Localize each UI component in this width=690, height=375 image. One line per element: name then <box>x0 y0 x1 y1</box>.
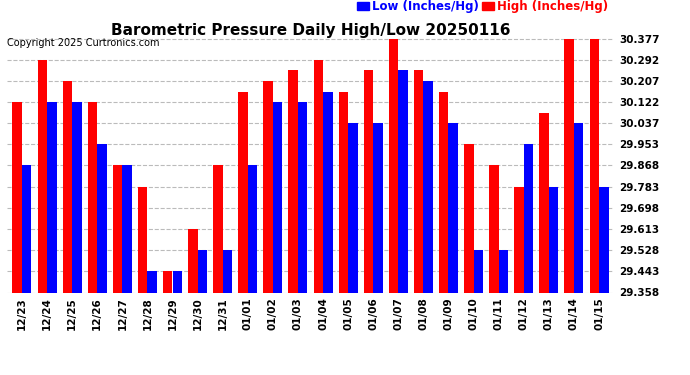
Bar <box>313 60 323 292</box>
Bar <box>323 92 333 292</box>
Bar <box>564 39 574 292</box>
Bar <box>163 272 172 292</box>
Bar <box>414 70 424 292</box>
Bar <box>373 123 383 292</box>
Bar <box>549 187 558 292</box>
Bar <box>339 92 348 292</box>
Bar <box>188 229 197 292</box>
Bar <box>213 165 223 292</box>
Bar <box>172 272 182 292</box>
Bar <box>72 102 81 292</box>
Bar <box>364 70 373 292</box>
Bar <box>439 92 449 292</box>
Bar <box>288 70 298 292</box>
Bar <box>499 250 509 292</box>
Bar <box>514 187 524 292</box>
Bar <box>122 165 132 292</box>
Bar <box>238 92 248 292</box>
Bar <box>148 272 157 292</box>
Bar <box>524 144 533 292</box>
Bar <box>448 123 458 292</box>
Bar <box>12 102 22 292</box>
Bar <box>22 165 32 292</box>
Bar <box>223 250 233 292</box>
Bar <box>540 113 549 292</box>
Bar <box>97 144 107 292</box>
Bar <box>489 165 499 292</box>
Bar <box>589 39 599 292</box>
Bar <box>88 102 97 292</box>
Bar <box>47 102 57 292</box>
Title: Barometric Pressure Daily High/Low 20250116: Barometric Pressure Daily High/Low 20250… <box>111 22 510 38</box>
Bar <box>388 39 398 292</box>
Bar <box>248 165 257 292</box>
Bar <box>473 250 483 292</box>
Bar <box>574 123 584 292</box>
Bar <box>37 60 47 292</box>
Bar <box>63 81 72 292</box>
Bar <box>348 123 357 292</box>
Bar <box>197 250 207 292</box>
Bar <box>273 102 282 292</box>
Legend: Low (Inches/Hg), High (Inches/Hg): Low (Inches/Hg), High (Inches/Hg) <box>357 0 608 13</box>
Bar <box>138 187 148 292</box>
Text: Copyright 2025 Curtronics.com: Copyright 2025 Curtronics.com <box>7 38 159 48</box>
Bar <box>298 102 308 292</box>
Bar <box>264 81 273 292</box>
Bar <box>464 144 473 292</box>
Bar <box>112 165 122 292</box>
Bar <box>398 70 408 292</box>
Bar <box>424 81 433 292</box>
Bar <box>599 187 609 292</box>
